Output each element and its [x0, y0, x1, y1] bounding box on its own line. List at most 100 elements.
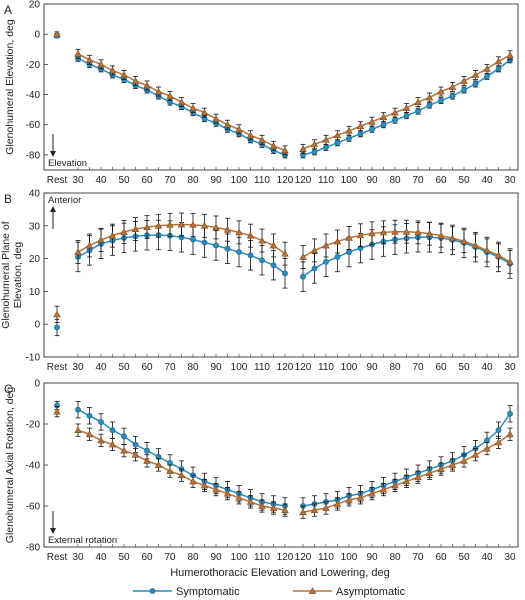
y-tick-label: 40	[29, 189, 41, 200]
data-point	[425, 469, 434, 477]
data-point	[471, 71, 480, 78]
data-point	[507, 410, 513, 417]
x-tick-label: 90	[210, 175, 222, 186]
data-point	[246, 131, 255, 139]
x-tick-label: 70	[412, 175, 424, 186]
data-point	[200, 108, 209, 116]
x-axis: Rest 30 40 50 60 70 80 90 100 110 120 120 110 100 90 80…	[47, 354, 516, 373]
data-point	[484, 73, 490, 80]
data-point	[379, 485, 388, 493]
panel-letter: A	[4, 3, 12, 17]
data-point	[166, 467, 174, 475]
data-point-rest	[53, 407, 61, 415]
data-point-rest	[53, 310, 61, 318]
data-point	[392, 117, 398, 124]
y-axis-label: Glenohumeral Plane of	[0, 221, 12, 328]
data-point	[460, 77, 468, 84]
data-point	[143, 223, 151, 230]
data-point	[322, 241, 330, 249]
data-point	[120, 71, 128, 78]
data-point	[494, 57, 503, 65]
x-tick-label: 90	[210, 552, 222, 563]
y-tick-label: -40	[26, 90, 41, 101]
data-point	[391, 108, 399, 116]
y-tick-label: 0	[34, 30, 40, 41]
x-tick-label: 100	[341, 552, 358, 563]
data-point	[346, 249, 352, 255]
data-point	[177, 471, 186, 479]
x-tick-label: 30	[504, 362, 516, 373]
data-point	[346, 135, 352, 142]
data-point	[120, 446, 128, 454]
annotation-arrowhead	[50, 528, 56, 534]
data-point	[300, 273, 306, 280]
data-point	[506, 258, 514, 265]
x-tick-label: 120	[295, 175, 312, 186]
x-tick-label: 50	[118, 362, 130, 373]
data-point	[426, 102, 433, 109]
data-point	[356, 493, 365, 501]
y-tick-label: -20	[26, 420, 41, 431]
y-axis-label: Elevation, deg	[12, 242, 24, 309]
data-point	[97, 436, 105, 444]
x-tick-label: 30	[72, 175, 84, 186]
data-point	[189, 104, 197, 111]
annotation-label: Elevation	[48, 158, 87, 169]
y-tick-label: 10	[29, 287, 41, 298]
data-point	[448, 461, 457, 468]
x-tick-label-rest: Rest	[47, 175, 68, 186]
data-point	[189, 477, 197, 485]
x-tick-label: 120	[277, 552, 294, 563]
data-point	[200, 221, 209, 229]
data-point	[154, 461, 163, 468]
data-point	[247, 252, 254, 259]
annotation-arrowhead	[50, 151, 56, 157]
data-point	[281, 506, 289, 513]
data-point	[258, 136, 266, 143]
data-point	[471, 450, 480, 458]
data-point	[258, 502, 266, 509]
x-tick-label: 70	[412, 552, 424, 563]
x-tick-label: 60	[435, 362, 447, 373]
data-point	[108, 440, 117, 448]
legend-marker	[149, 588, 156, 594]
data-point	[322, 136, 330, 143]
x-tick-label-rest: Rest	[47, 362, 68, 373]
data-point	[437, 465, 445, 472]
data-point	[213, 242, 219, 249]
x-tick-label: 100	[341, 362, 358, 373]
x-tick-label: 70	[164, 552, 176, 563]
data-point	[235, 228, 243, 236]
x-tick-label: 30	[504, 552, 516, 563]
y-tick-label: -60	[26, 502, 41, 513]
data-point-rest	[54, 324, 60, 331]
x-tick-label: 70	[164, 362, 176, 373]
x-tick-label: 80	[187, 175, 199, 186]
data-point	[483, 246, 491, 254]
x-tick-label: 90	[366, 175, 378, 186]
data-point	[259, 257, 265, 264]
data-point	[74, 49, 82, 57]
data-point	[108, 231, 117, 239]
x-tick-label: 50	[118, 175, 130, 186]
data-point	[472, 81, 479, 87]
data-point	[236, 249, 242, 255]
data-point	[131, 450, 140, 458]
data-point	[86, 412, 93, 419]
data-point	[143, 81, 151, 89]
data-point	[310, 140, 319, 148]
data-point	[471, 241, 480, 249]
x-tick-label: 60	[435, 552, 447, 563]
data-point	[391, 227, 399, 235]
data-point	[97, 60, 105, 68]
data-point	[132, 441, 139, 448]
x-tick-label: 70	[412, 362, 424, 373]
data-point	[356, 231, 365, 239]
series-line-lower	[302, 54, 511, 150]
data-point	[299, 508, 307, 516]
data-point	[189, 220, 197, 228]
x-tick-label: 120	[277, 362, 294, 373]
data-point	[333, 131, 342, 139]
data-point	[224, 245, 231, 252]
x-tick-label: 100	[231, 175, 248, 186]
